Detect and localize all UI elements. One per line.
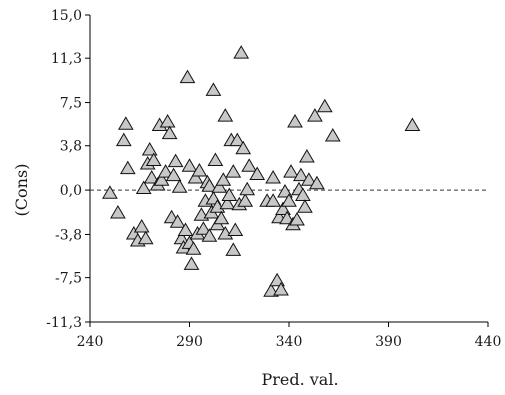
data-point-triangle [201, 228, 218, 242]
data-point-triangle [185, 241, 202, 255]
data-point-triangle [205, 82, 222, 96]
data-point-triangle [225, 242, 242, 256]
data-point-triangle [221, 187, 238, 201]
data-point-triangle [167, 153, 184, 168]
data-point-triangle [265, 193, 281, 207]
data-point-triangle [207, 152, 224, 166]
data-points [102, 45, 421, 297]
data-point-triangle [283, 164, 299, 178]
data-point-triangle [115, 132, 132, 147]
data-point-triangle [213, 210, 230, 225]
y-tick-label: -3,8 [55, 227, 82, 243]
x-tick-label: 340 [276, 334, 303, 350]
y-tick-label: 7,5 [60, 96, 82, 112]
x-tick-label: 440 [475, 334, 502, 350]
data-point-triangle [219, 195, 236, 210]
data-point-triangle [137, 230, 154, 245]
data-point-triangle [301, 172, 317, 186]
data-point-triangle [235, 140, 252, 155]
data-point-triangle [157, 164, 174, 178]
data-point-triangle [297, 199, 313, 213]
data-point-triangle [110, 205, 126, 219]
data-point-triangle [143, 170, 160, 184]
data-point-triangle [215, 172, 232, 186]
data-point-triangle [307, 108, 323, 122]
data-point-triangle [273, 282, 289, 296]
data-point-triangle [102, 185, 118, 199]
data-point-triangle [133, 219, 150, 233]
x-tick-label: 290 [176, 334, 203, 350]
data-point-triangle [316, 98, 333, 113]
data-point-triangle [295, 187, 311, 201]
data-point-triangle [265, 170, 281, 184]
x-tick-label: 240 [77, 334, 104, 350]
data-point-triangle [249, 166, 266, 180]
y-axis-ticks: -11,3 -7,5 -3,8 0,0 3,8 7,5 11,3 15,0 [46, 8, 90, 331]
data-point-triangle [177, 222, 194, 236]
data-point-triangle [161, 125, 178, 140]
data-point-triangle [179, 69, 196, 84]
data-point-triangle [119, 160, 136, 175]
data-point-triangle [277, 184, 293, 198]
data-point-triangle [239, 181, 256, 196]
data-point-triangle [169, 214, 186, 228]
data-point-triangle [241, 158, 258, 172]
data-point-triangle [187, 170, 204, 184]
data-point-triangle [289, 212, 305, 226]
data-point-triangle [165, 167, 182, 182]
x-axis-ticks: 240 290 340 390 440 [77, 322, 502, 350]
y-tick-label: 15,0 [51, 8, 82, 24]
y-tick-label: -11,3 [46, 315, 82, 331]
data-point-triangle [299, 149, 315, 163]
data-point-triangle [217, 108, 234, 122]
y-tick-label: 0,0 [60, 183, 82, 199]
data-point-triangle [135, 180, 152, 194]
data-point-triangle [117, 116, 134, 130]
data-point-triangle [293, 167, 309, 182]
x-tick-label: 390 [375, 334, 402, 350]
data-point-triangle [324, 128, 341, 142]
y-axis-title: (Cons) [12, 164, 31, 217]
data-point-triangle [183, 256, 200, 270]
data-point-triangle [181, 158, 198, 172]
data-point-triangle [201, 178, 218, 192]
data-point-triangle [211, 179, 228, 193]
data-point-triangle [237, 193, 254, 207]
data-point-triangle [141, 142, 158, 156]
data-point-triangle [171, 179, 188, 193]
data-point-triangle [159, 114, 176, 128]
data-point-triangle [229, 132, 246, 147]
y-tick-label: -7,5 [55, 271, 82, 287]
data-point-triangle [195, 221, 212, 235]
data-point-triangle [227, 222, 244, 236]
x-axis-title: Pred. val. [261, 370, 338, 389]
y-tick-label: 11,3 [51, 51, 82, 67]
data-point-triangle [153, 172, 170, 186]
data-point-triangle [287, 114, 303, 128]
data-point-triangle [281, 193, 297, 207]
data-point-triangle [279, 210, 295, 225]
data-point-triangle [275, 201, 291, 215]
data-point-triangle [404, 117, 421, 131]
data-point-triangle [233, 45, 250, 59]
data-point-triangle [145, 152, 162, 166]
y-tick-label: 3,8 [60, 139, 82, 155]
data-point-triangle [191, 163, 208, 177]
data-point-triangle [309, 175, 325, 190]
data-point-triangle [225, 164, 242, 178]
